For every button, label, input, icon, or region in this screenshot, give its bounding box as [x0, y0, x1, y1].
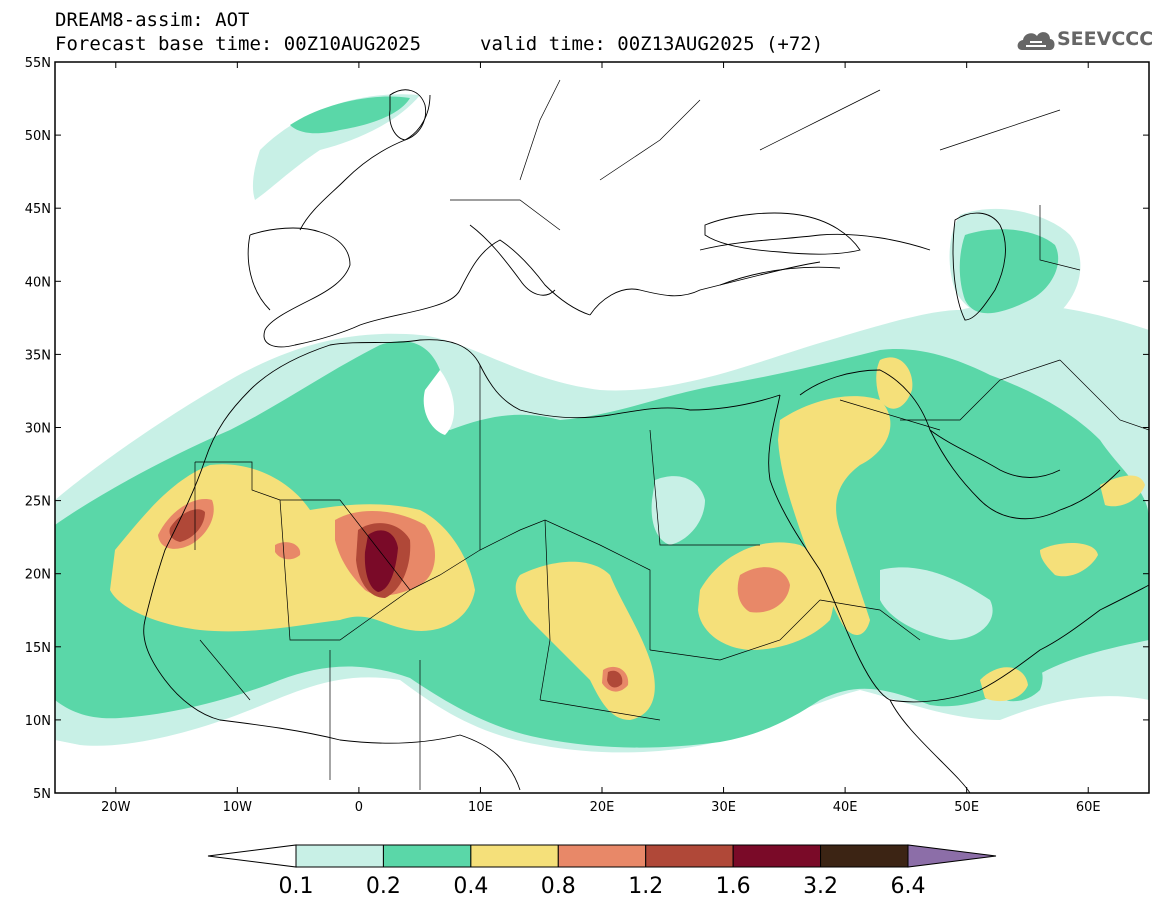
lon-label: 10E — [468, 800, 493, 815]
lon-label: 60E — [1076, 800, 1101, 815]
colorbar: 0.1 0.2 0.4 0.8 1.2 1.6 3.2 6.4 — [207, 844, 997, 899]
map-title: DREAM8-assim: AOT — [55, 9, 250, 31]
lat-label: 5N — [33, 787, 51, 802]
colorbar-high-arrow — [907, 844, 997, 868]
colorbar-label: 6.4 — [891, 874, 926, 899]
lon-label: 30E — [711, 800, 736, 815]
colorbar-label: 0.2 — [366, 874, 401, 899]
borders — [194, 79, 1149, 790]
colorbar-label: 3.2 — [803, 874, 838, 899]
colorbar-swatch — [382, 844, 472, 868]
colorbar-swatch — [732, 844, 822, 868]
base-time: Forecast base time: 00Z10AUG2025 — [55, 33, 422, 55]
valid-time: valid time: 00Z13AUG2025 (+72) — [480, 33, 824, 55]
lat-label: 35N — [25, 348, 51, 363]
longitude-axis: 20W 10W 0 10E 20E 30E 40E 50E 60E — [101, 62, 1101, 815]
colorbar-swatch — [557, 844, 647, 868]
colorbar-low-arrow — [207, 844, 297, 868]
lat-label: 50N — [25, 129, 51, 144]
lat-label: 30N — [25, 422, 51, 437]
colorbar-label: 0.8 — [541, 874, 576, 899]
logo-text: SEEVCCC — [1057, 28, 1154, 50]
lat-label: 10N — [25, 714, 51, 729]
lat-label: 15N — [25, 641, 51, 656]
colorbar-swatch — [645, 844, 734, 868]
lon-label: 40E — [833, 800, 858, 815]
lon-label: 20E — [590, 800, 615, 815]
lat-label: 45N — [25, 202, 51, 217]
lon-label: 10W — [223, 800, 253, 815]
colorbar-label: 0.4 — [453, 874, 488, 899]
lat-label: 55N — [25, 56, 51, 71]
lon-label: 50E — [954, 800, 979, 815]
colorbar-label: 0.1 — [279, 874, 314, 899]
colorbar-label: 1.6 — [716, 874, 751, 899]
lat-label: 40N — [25, 275, 51, 290]
latitude-axis: 55N 50N 45N 40N 35N 30N 25N 20N 15N 10N 5N — [25, 56, 1149, 802]
lat-label: 25N — [25, 495, 51, 510]
lon-label: 0 — [355, 800, 363, 815]
coastlines — [143, 89, 1149, 793]
colorbar-label: 1.2 — [628, 874, 663, 899]
lon-label: 20W — [101, 800, 131, 815]
colorbar-swatch — [295, 844, 384, 868]
colorbar-swatch — [470, 844, 559, 868]
colorbar-swatch — [820, 844, 909, 868]
cloud-icon — [1017, 32, 1055, 50]
lat-label: 20N — [25, 568, 51, 583]
